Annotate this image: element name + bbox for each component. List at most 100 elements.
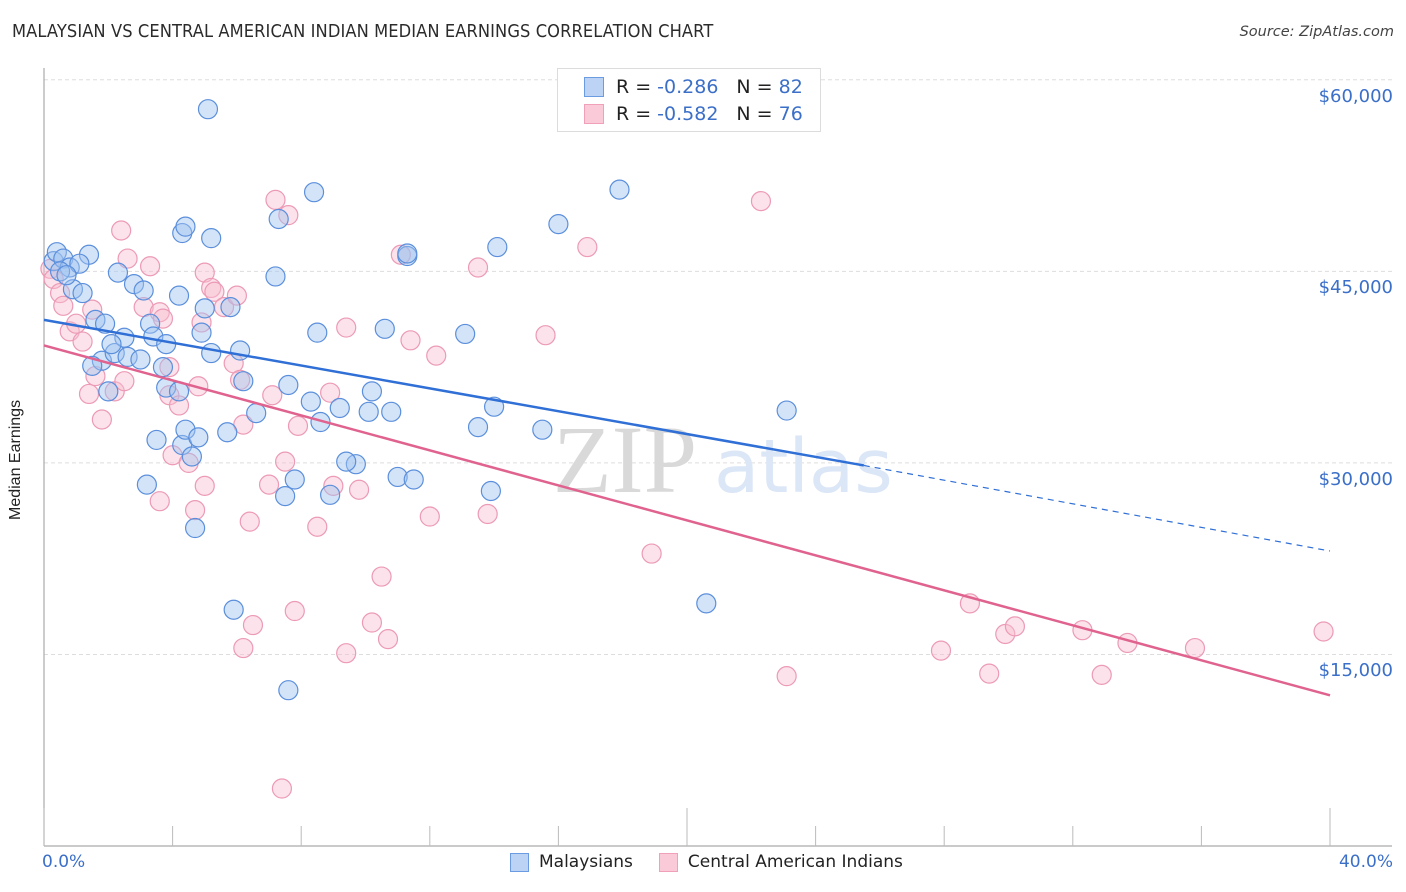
trend-line-malaysians [43,318,865,467]
point-central-american-indians [535,325,556,346]
point-malaysians [455,323,476,345]
point-central-american-indians [348,479,370,500]
point-malaysians [146,429,167,451]
point-malaysians [230,340,251,361]
point-central-american-indians [168,395,190,416]
legend-swatch-central-american-indians [658,852,678,872]
chart-title: MALAYSIAN VS CENTRAL AMERICAN INDIAN MED… [12,22,714,42]
point-malaysians [487,236,508,258]
point-malaysians [467,417,489,438]
trend-lines [43,318,1331,697]
legend-r-value: -0.582 [657,103,719,125]
point-central-american-indians [361,612,383,633]
axes [43,68,1392,847]
x-tick-label-max: 40.0% [1338,852,1393,872]
legend-item-malaysians[interactable]: Malaysians [510,852,633,872]
point-malaysians [696,593,717,614]
point-malaysians [56,265,77,286]
point-malaysians [329,397,350,419]
point-malaysians [233,371,254,392]
point-malaysians [246,402,267,424]
point-central-american-indians [336,643,357,664]
point-malaysians [156,334,177,355]
watermark-atlas: atlas [714,424,893,510]
point-central-american-indians [265,189,286,210]
point-central-american-indians [284,600,305,622]
point-malaysians [220,297,241,318]
point-malaysians [609,179,630,200]
legend-r-label: R = [616,76,652,98]
trend-line-central-american-indians [43,344,1331,697]
point-central-american-indians [114,371,135,392]
series-malaysians [43,99,797,701]
legend-r-value: -0.286 [657,76,719,98]
point-malaysians [191,322,212,343]
point-central-american-indians [477,503,498,525]
point-central-american-indians [320,382,341,403]
point-central-american-indians [78,383,100,405]
point-malaysians [307,322,328,343]
y-tick-label: $30,000 [1318,468,1393,490]
point-malaysians [197,99,219,120]
point-malaysians [284,469,305,490]
legend-row-central-american-indians: R = -0.582 N = 76 [584,102,803,126]
point-malaysians [403,469,424,490]
point-malaysians [336,451,357,472]
point-central-american-indians [1004,616,1026,637]
point-malaysians [98,381,119,402]
point-central-american-indians [577,236,598,258]
point-malaysians [484,396,505,417]
point-central-american-indians [242,614,264,636]
point-malaysians [387,466,408,488]
legend-item-central-american-indians[interactable]: Central American Indians [658,852,903,872]
point-malaysians [223,599,244,620]
point-malaysians [201,342,222,364]
point-central-american-indians [400,330,421,351]
point-malaysians [275,486,296,507]
legend-n-label: N = [736,76,773,98]
point-malaysians [268,208,289,230]
point-malaysians [107,262,129,283]
point-malaysians [194,298,215,319]
point-malaysians [303,182,325,203]
point-central-american-indians [1184,637,1206,659]
point-malaysians [185,517,206,539]
point-central-american-indians [91,409,112,430]
point-malaysians [374,318,395,339]
legend-n-value: 82 [778,76,803,98]
point-central-american-indians [258,474,280,495]
point-central-american-indians [377,629,399,650]
x-tick-label-min: 0.0% [42,852,86,872]
point-central-american-indians [750,191,772,212]
point-central-american-indians [72,331,93,352]
point-central-american-indians [111,220,132,241]
point-central-american-indians [49,282,71,304]
point-malaysians [101,334,122,355]
point-central-american-indians [149,491,170,512]
point-central-american-indians [930,640,952,661]
point-central-american-indians [159,357,180,378]
point-central-american-indians [1313,621,1334,642]
point-central-american-indians [467,257,489,278]
point-malaysians [175,216,196,237]
legend-label-central-american-indians: Central American Indians [687,852,903,872]
point-central-american-indians [226,285,247,306]
point-malaysians [217,422,238,443]
trend-line-malaysians-extrapolated [863,464,1331,552]
point-malaysians [278,680,299,701]
point-malaysians [278,374,299,396]
legend-n-label: N = [736,103,773,125]
legend-swatch-central-american-indians [584,104,604,124]
point-central-american-indians [336,317,357,338]
point-malaysians [123,274,145,295]
point-central-american-indians [776,666,797,687]
point-malaysians [72,282,93,304]
legend-r-label: R = [616,103,652,125]
point-central-american-indians [262,385,283,406]
point-central-american-indians [152,308,174,329]
y-tick-label: $60,000 [1318,85,1393,107]
point-central-american-indians [641,543,662,564]
point-malaysians [776,400,797,421]
point-malaysians [381,401,402,422]
